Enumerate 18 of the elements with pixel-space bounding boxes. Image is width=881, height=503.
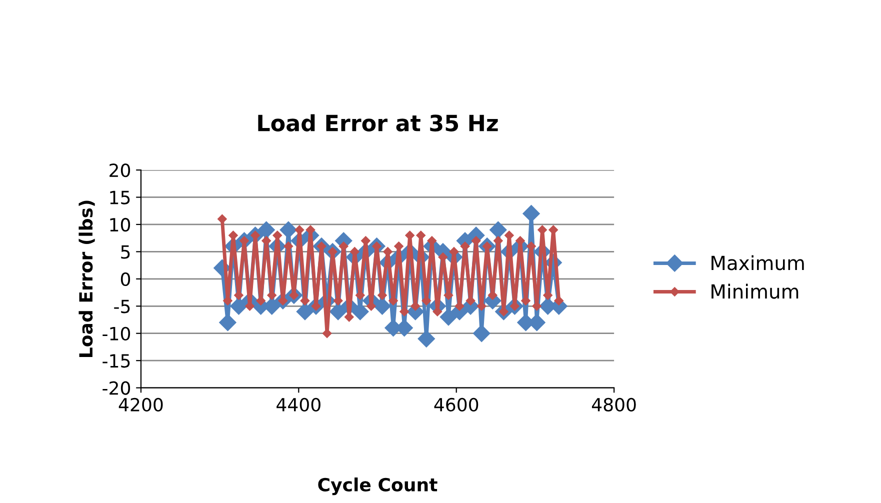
legend-label: Minimum [712, 284, 798, 299]
y-tick-label: 10 [110, 218, 130, 232]
y-tick-label: -15 [102, 354, 130, 368]
x-tick-label: 4400 [276, 398, 320, 412]
x-tick-label: 4200 [118, 398, 163, 412]
y-tick-label: -10 [102, 326, 130, 340]
chart-title: Load Error at 35 Hz [258, 114, 498, 132]
y-axis-title: Load Error (lbs) [78, 200, 95, 357]
y-tick-label: 15 [110, 190, 130, 204]
y-tick-label: 20 [110, 163, 130, 178]
x-tick-label: 4600 [434, 398, 478, 412]
y-tick-label: 0 [120, 272, 130, 286]
x-axis-title: Cycle Count [318, 478, 438, 496]
x-tick-label: 4800 [592, 398, 636, 412]
y-tick-label: -20 [102, 381, 130, 395]
y-tick-label: -5 [114, 300, 130, 314]
legend-label: Maximum [712, 255, 804, 270]
y-tick-label: 5 [121, 245, 130, 259]
